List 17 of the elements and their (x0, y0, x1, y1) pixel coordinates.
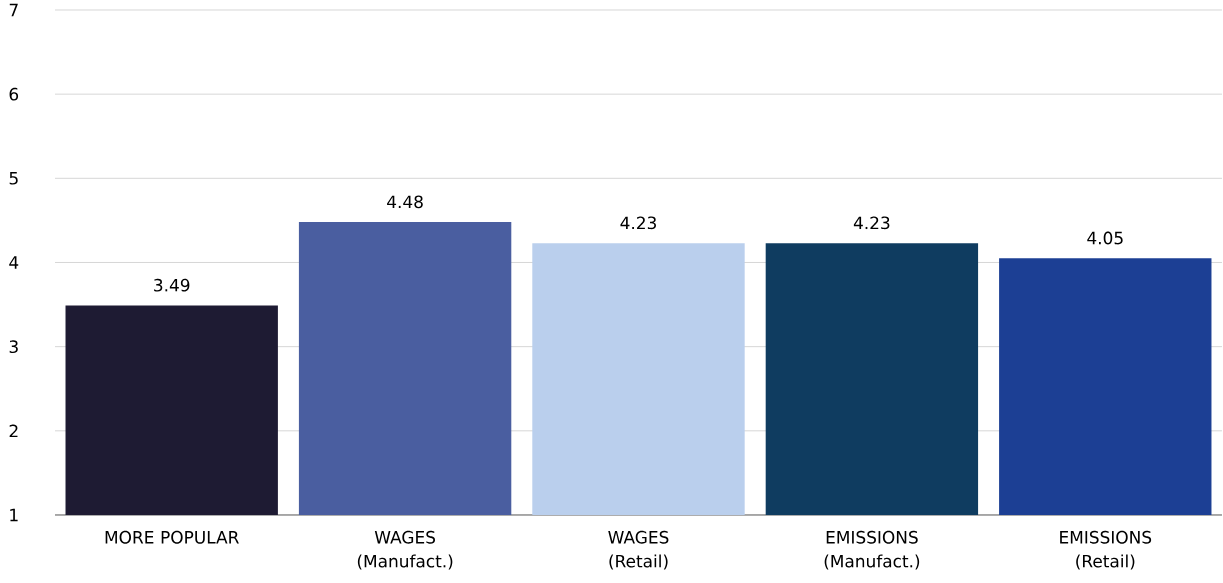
y-tick-label: 3 (9, 340, 18, 354)
data-label: 4.23 (620, 216, 656, 230)
data-label: 4.48 (387, 195, 423, 209)
x-tick-label: EMISSIONS (Manufact.) (824, 530, 920, 570)
data-label: 4.05 (1087, 231, 1123, 245)
x-tick-label: EMISSIONS (Retail) (1060, 530, 1152, 570)
y-tick-label: 2 (9, 424, 18, 438)
x-tick-label: MORE POPULAR (105, 530, 239, 544)
y-tick-label: 7 (9, 3, 18, 17)
y-tick-label: 6 (9, 87, 19, 101)
x-tick-label: WAGES (Retail) (608, 530, 669, 570)
y-tick-label: 5 (9, 172, 18, 185)
y-tick-label: 4 (9, 256, 19, 269)
data-label: 4.23 (853, 216, 890, 230)
data-label: 3.49 (154, 278, 190, 292)
x-tick-label: WAGES (Manufact.) (357, 530, 453, 570)
y-tick-label: 1 (10, 508, 18, 522)
